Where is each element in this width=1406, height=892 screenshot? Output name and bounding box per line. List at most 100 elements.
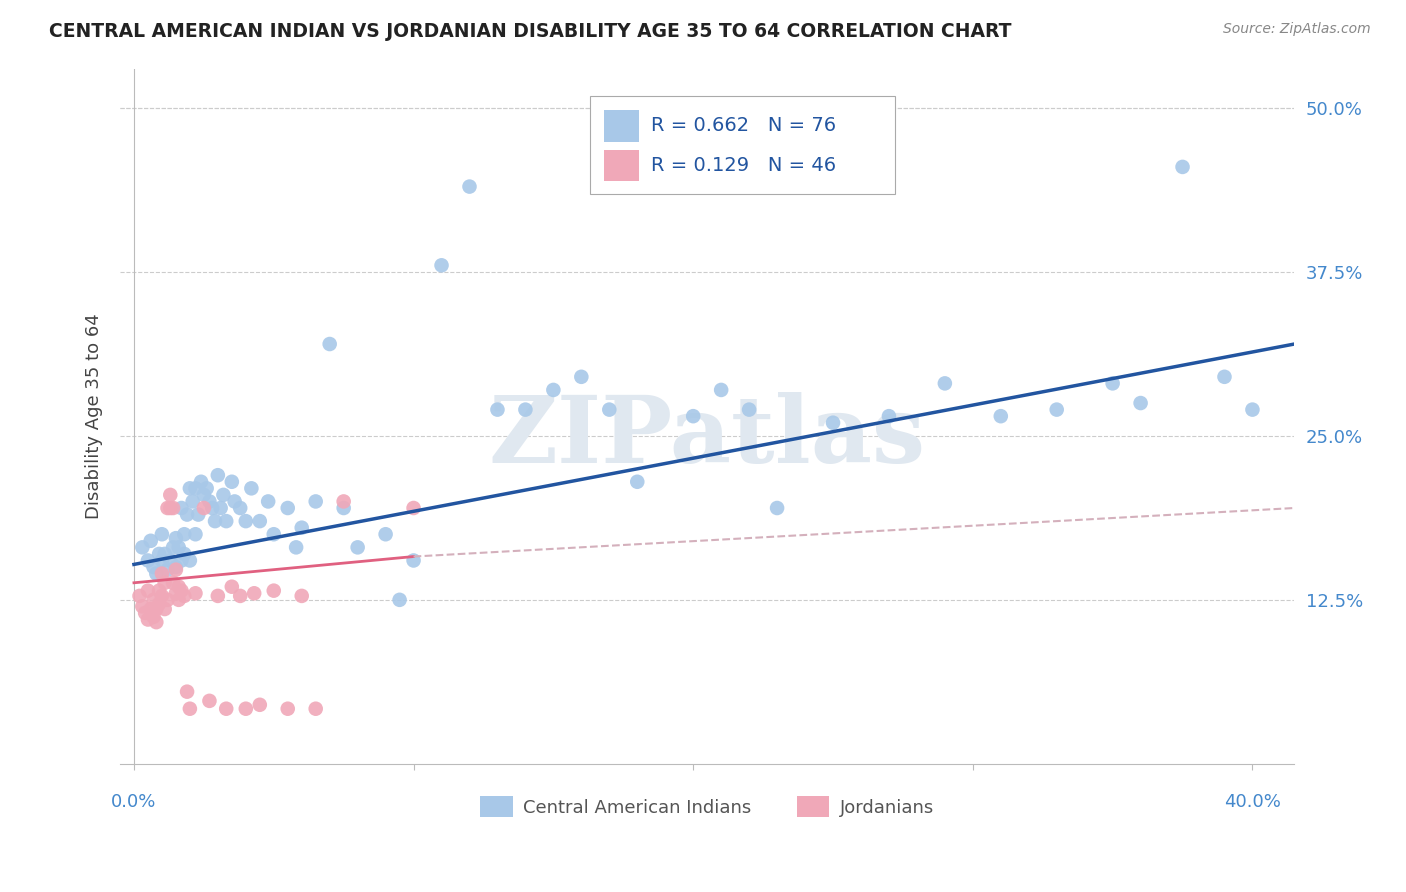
Point — [153, 602, 176, 616]
Point — [170, 553, 193, 567]
Point — [821, 416, 844, 430]
Point — [150, 553, 173, 567]
Point — [305, 702, 328, 716]
Text: R = 0.662   N = 76: R = 0.662 N = 76 — [651, 116, 837, 135]
Point — [184, 481, 207, 495]
Point — [1101, 376, 1123, 391]
Point — [179, 702, 201, 716]
Point — [710, 383, 733, 397]
Point — [153, 575, 176, 590]
Point — [402, 501, 425, 516]
Point — [145, 566, 167, 581]
Point — [305, 494, 328, 508]
Point — [173, 527, 195, 541]
Point — [1171, 160, 1194, 174]
Point — [515, 402, 537, 417]
Point — [179, 481, 201, 495]
Point — [215, 702, 238, 716]
Point — [167, 592, 190, 607]
Point — [156, 592, 179, 607]
Point — [263, 583, 285, 598]
Point — [159, 488, 181, 502]
Point — [170, 583, 193, 598]
Point — [150, 527, 173, 541]
Point — [128, 589, 150, 603]
Point — [229, 501, 252, 516]
Point — [165, 563, 187, 577]
Point — [193, 501, 215, 516]
Point — [187, 508, 209, 522]
Point — [179, 553, 201, 567]
FancyBboxPatch shape — [603, 111, 640, 142]
Point — [181, 494, 204, 508]
Point — [235, 702, 257, 716]
Point — [193, 488, 215, 502]
Point — [162, 541, 184, 555]
Point — [148, 583, 170, 598]
Point — [195, 481, 218, 495]
Point — [224, 494, 246, 508]
Point — [159, 501, 181, 516]
Point — [162, 501, 184, 516]
Y-axis label: Disability Age 35 to 64: Disability Age 35 to 64 — [86, 313, 103, 519]
Point — [165, 531, 187, 545]
Point — [148, 547, 170, 561]
Point — [332, 494, 354, 508]
Point — [285, 541, 308, 555]
Point — [1046, 402, 1069, 417]
Point — [235, 514, 257, 528]
Point — [207, 468, 229, 483]
Text: R = 0.129   N = 46: R = 0.129 N = 46 — [651, 156, 837, 176]
Point — [402, 553, 425, 567]
Point — [184, 527, 207, 541]
Point — [249, 514, 271, 528]
FancyBboxPatch shape — [603, 150, 640, 181]
Point — [543, 383, 565, 397]
Point — [142, 592, 165, 607]
Point — [486, 402, 509, 417]
Point — [243, 586, 266, 600]
Point — [263, 527, 285, 541]
Point — [150, 589, 173, 603]
Point — [165, 560, 187, 574]
FancyBboxPatch shape — [589, 96, 896, 194]
Point — [204, 514, 226, 528]
Point — [167, 541, 190, 555]
Point — [1241, 402, 1264, 417]
Point — [170, 501, 193, 516]
Point — [277, 501, 299, 516]
Point — [682, 409, 704, 424]
Point — [598, 402, 620, 417]
Text: Source: ZipAtlas.com: Source: ZipAtlas.com — [1223, 22, 1371, 37]
Point — [766, 501, 789, 516]
Point — [221, 580, 243, 594]
Point — [374, 527, 396, 541]
Point — [139, 533, 162, 548]
Legend: Central American Indians, Jordanians: Central American Indians, Jordanians — [472, 789, 942, 824]
Point — [145, 602, 167, 616]
Point — [207, 589, 229, 603]
Point — [156, 563, 179, 577]
Point — [626, 475, 648, 489]
Point — [136, 613, 159, 627]
Point — [332, 501, 354, 516]
Point — [131, 541, 153, 555]
Point — [215, 514, 238, 528]
Point — [162, 575, 184, 590]
Point — [569, 369, 592, 384]
Text: 0.0%: 0.0% — [111, 793, 156, 811]
Text: CENTRAL AMERICAN INDIAN VS JORDANIAN DISABILITY AGE 35 TO 64 CORRELATION CHART: CENTRAL AMERICAN INDIAN VS JORDANIAN DIS… — [49, 22, 1012, 41]
Point — [176, 508, 198, 522]
Point — [458, 179, 481, 194]
Point — [201, 501, 224, 516]
Point — [198, 494, 221, 508]
Point — [184, 586, 207, 600]
Point — [291, 521, 314, 535]
Point — [249, 698, 271, 712]
Point — [142, 560, 165, 574]
Point — [257, 494, 280, 508]
Point — [738, 402, 761, 417]
Point — [190, 475, 212, 489]
Point — [1213, 369, 1236, 384]
Point — [277, 702, 299, 716]
